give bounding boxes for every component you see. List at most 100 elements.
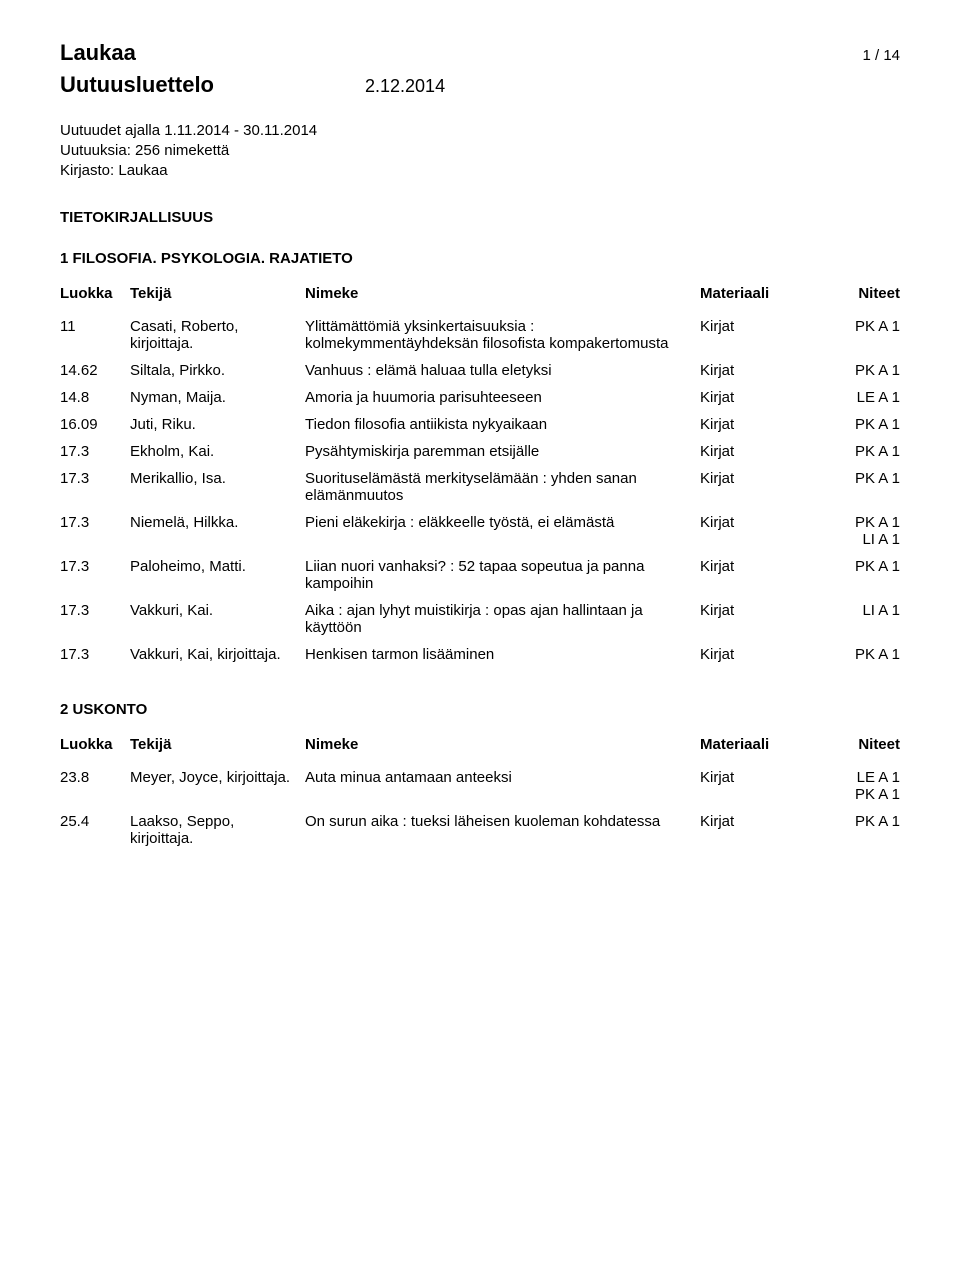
- bundle-value: PK A 1: [810, 318, 900, 335]
- bundle-value: PK A 1: [810, 786, 900, 803]
- col-header-bundle: Niteet: [810, 285, 900, 302]
- cell-material: Kirjat: [700, 443, 810, 460]
- cell-material: Kirjat: [700, 813, 810, 830]
- cell-title: Suorituselämästä merkityselämään : yhden…: [305, 470, 700, 504]
- bundle-value: PK A 1: [810, 558, 900, 575]
- cell-material: Kirjat: [700, 602, 810, 619]
- library-line: Kirjasto: Laukaa: [60, 162, 900, 179]
- bundle-value: PK A 1: [810, 646, 900, 663]
- bundle-lines: PK A 1LI A 1: [810, 514, 900, 548]
- table-row: 14.8Nyman, Maija.Amoria ja huumoria pari…: [60, 389, 900, 406]
- col-header-material: Materiaali: [700, 285, 810, 302]
- table-row: 16.09Juti, Riku.Tiedon filosofia antiiki…: [60, 416, 900, 433]
- cell-title: Vanhuus : elämä haluaa tulla eletyksi: [305, 362, 700, 379]
- cell-title: On surun aika : tueksi läheisen kuoleman…: [305, 813, 700, 830]
- bundle-value: LI A 1: [810, 602, 900, 619]
- cell-author: Casati, Roberto, kirjoittaja.: [130, 318, 305, 352]
- cell-material: Kirjat: [700, 362, 810, 379]
- bundle-value: PK A 1: [810, 443, 900, 460]
- table-row: 14.62Siltala, Pirkko.Vanhuus : elämä hal…: [60, 362, 900, 379]
- table-row: 25.4Laakso, Seppo, kirjoittaja.On surun …: [60, 813, 900, 847]
- meta-block: Uutuudet ajalla 1.11.2014 - 30.11.2014 U…: [60, 122, 900, 179]
- bundle-lines: PK A 1: [810, 318, 900, 335]
- bundle-lines: LE A 1PK A 1: [810, 769, 900, 803]
- cell-bundle: PK A 1: [810, 646, 900, 663]
- cell-class: 17.3: [60, 470, 130, 487]
- cell-title: Tiedon filosofia antiikista nykyaikaan: [305, 416, 700, 433]
- cell-material: Kirjat: [700, 646, 810, 663]
- bundle-lines: PK A 1: [810, 362, 900, 379]
- col-header-class: Luokka: [60, 285, 130, 302]
- cell-bundle: PK A 1LI A 1: [810, 514, 900, 548]
- count-line: Uutuuksia: 256 nimekettä: [60, 142, 900, 159]
- cell-class: 14.62: [60, 362, 130, 379]
- cell-class: 17.3: [60, 558, 130, 575]
- table-row: 17.3Paloheimo, Matti.Liian nuori vanhaks…: [60, 558, 900, 592]
- cell-author: Juti, Riku.: [130, 416, 305, 433]
- cell-material: Kirjat: [700, 318, 810, 335]
- col-header-class: Luokka: [60, 736, 130, 753]
- column-header-row: LuokkaTekijäNimekeMateriaaliNiteet: [60, 736, 900, 753]
- table-row: 17.3Vakkuri, Kai.Aika : ajan lyhyt muist…: [60, 602, 900, 636]
- bundle-lines: PK A 1: [810, 646, 900, 663]
- bundle-value: PK A 1: [810, 470, 900, 487]
- cell-title: Aika : ajan lyhyt muistikirja : opas aja…: [305, 602, 700, 636]
- cell-bundle: PK A 1: [810, 362, 900, 379]
- cell-author: Meyer, Joyce, kirjoittaja.: [130, 769, 305, 786]
- cell-title: Pieni eläkekirja : eläkkeelle työstä, ei…: [305, 514, 700, 531]
- cell-bundle: PK A 1: [810, 443, 900, 460]
- cell-bundle: PK A 1: [810, 470, 900, 487]
- bundle-value: PK A 1: [810, 416, 900, 433]
- cell-author: Laakso, Seppo, kirjoittaja.: [130, 813, 305, 847]
- cell-title: Liian nuori vanhaksi? : 52 tapaa sopeutu…: [305, 558, 700, 592]
- cell-author: Niemelä, Hilkka.: [130, 514, 305, 531]
- table-row: 17.3Ekholm, Kai.Pysähtymiskirja paremman…: [60, 443, 900, 460]
- cell-title: Auta minua antamaan anteeksi: [305, 769, 700, 786]
- col-header-author: Tekijä: [130, 285, 305, 302]
- cell-bundle: LE A 1: [810, 389, 900, 406]
- cell-title: Ylittämättömiä yksinkertaisuuksia : kolm…: [305, 318, 700, 352]
- cell-title: Pysähtymiskirja paremman etsijälle: [305, 443, 700, 460]
- top-section-heading: TIETOKIRJALLISUUS: [60, 209, 900, 226]
- column-header-row: LuokkaTekijäNimekeMateriaaliNiteet: [60, 285, 900, 302]
- cell-author: Ekholm, Kai.: [130, 443, 305, 460]
- bundle-value: PK A 1: [810, 813, 900, 830]
- cell-author: Vakkuri, Kai, kirjoittaja.: [130, 646, 305, 663]
- cell-material: Kirjat: [700, 389, 810, 406]
- cell-material: Kirjat: [700, 416, 810, 433]
- subtitle-row: Uutuusluettelo 2.12.2014: [60, 72, 900, 98]
- table-row: 11Casati, Roberto, kirjoittaja.Ylittämät…: [60, 318, 900, 352]
- col-header-author: Tekijä: [130, 736, 305, 753]
- cell-author: Siltala, Pirkko.: [130, 362, 305, 379]
- cell-material: Kirjat: [700, 769, 810, 786]
- cell-class: 23.8: [60, 769, 130, 786]
- cell-class: 17.3: [60, 443, 130, 460]
- table-row: 17.3Vakkuri, Kai, kirjoittaja.Henkisen t…: [60, 646, 900, 663]
- cell-bundle: LE A 1PK A 1: [810, 769, 900, 803]
- cell-bundle: PK A 1: [810, 416, 900, 433]
- cell-bundle: PK A 1: [810, 318, 900, 335]
- cell-material: Kirjat: [700, 558, 810, 575]
- list-date: 2.12.2014: [365, 76, 445, 97]
- section-gap: [60, 673, 900, 701]
- cell-author: Merikallio, Isa.: [130, 470, 305, 487]
- bundle-value: PK A 1: [810, 362, 900, 379]
- cell-class: 17.3: [60, 514, 130, 531]
- bundle-value: PK A 1: [810, 514, 900, 531]
- cell-class: 16.09: [60, 416, 130, 433]
- bundle-lines: LI A 1: [810, 602, 900, 619]
- table-row: 17.3Merikallio, Isa.Suorituselämästä mer…: [60, 470, 900, 504]
- cell-class: 17.3: [60, 602, 130, 619]
- library-name: Laukaa: [60, 40, 136, 66]
- table-row: 17.3Niemelä, Hilkka.Pieni eläkekirja : e…: [60, 514, 900, 548]
- page-indicator: 1 / 14: [862, 47, 900, 64]
- table-row: 23.8Meyer, Joyce, kirjoittaja.Auta minua…: [60, 769, 900, 803]
- cell-material: Kirjat: [700, 470, 810, 487]
- bundle-lines: PK A 1: [810, 813, 900, 830]
- bundle-lines: PK A 1: [810, 470, 900, 487]
- sections-container: 1 FILOSOFIA. PSYKOLOGIA. RAJATIETOLuokka…: [60, 250, 900, 847]
- date-range: Uutuudet ajalla 1.11.2014 - 30.11.2014: [60, 122, 900, 139]
- header-row: Laukaa 1 / 14: [60, 40, 900, 66]
- cell-class: 17.3: [60, 646, 130, 663]
- cell-author: Vakkuri, Kai.: [130, 602, 305, 619]
